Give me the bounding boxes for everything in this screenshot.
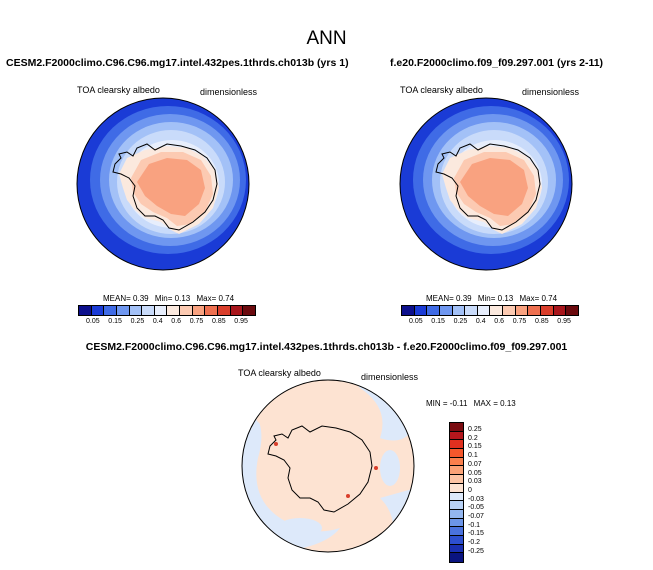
colorbar-swatch (450, 501, 463, 510)
colorbar-tick-label: 0.85 (535, 318, 549, 325)
colorbar-tick-label: 0.05 (409, 318, 423, 325)
colorbar-swatch (402, 306, 415, 315)
colorbar-tick-label: 0.2 (468, 434, 478, 442)
colorbar-tick-label: 0.07 (468, 460, 482, 468)
colorbar-swatch (515, 306, 529, 315)
panel-1-stats: MEAN= 0.39 Min= 0.13 Max= 0.74 (103, 294, 235, 303)
colorbar-swatch (205, 306, 219, 315)
colorbar-swatch (465, 306, 478, 315)
colorbar-swatch (450, 440, 463, 450)
colorbar-swatch (79, 306, 92, 315)
colorbar-swatch (477, 306, 491, 315)
panel-2-polar-map (399, 97, 573, 271)
colorbar-tick-label: 0.6 (171, 318, 182, 325)
colorbar-swatch (167, 306, 181, 315)
panel-2-colorbar (401, 305, 579, 316)
colorbar-swatch (414, 306, 428, 315)
colorbar-tick-label: -0.07 (468, 513, 484, 521)
colorbar-swatch (450, 535, 463, 545)
colorbar-swatch (490, 306, 504, 315)
colorbar-tick-label: 0.25 (453, 318, 468, 325)
colorbar-tick-label: 0.1 (468, 452, 478, 460)
colorbar-swatch (450, 492, 463, 502)
panel-1-colorbar (78, 305, 256, 316)
colorbar-swatch (503, 306, 516, 315)
diff-case-title: CESM2.F2000climo.C96.C96.mg17.intel.432p… (85, 341, 568, 353)
colorbar-swatch (104, 306, 117, 315)
colorbar-tick-label: 0.95 (234, 318, 248, 325)
panel-2-variable-label: TOA clearsky albedo (400, 85, 483, 95)
colorbar-tick-label: -0.1 (468, 521, 481, 529)
diff-stats: MIN = -0.11 MAX = 0.13 (426, 399, 516, 408)
colorbar-swatch (450, 553, 463, 562)
colorbar-swatch (450, 544, 463, 554)
diff-variable-label: TOA clearsky albedo (238, 368, 321, 378)
colorbar-swatch (154, 306, 168, 315)
colorbar-tick-label: 0.05 (86, 318, 100, 325)
panel-2-units-label: dimensionless (522, 87, 580, 97)
panel-2-case-title: f.e20.F2000climo.f09_f09.297.001 (yrs 2-… (390, 57, 604, 69)
colorbar-swatch (192, 306, 206, 315)
panel-2-stats: MEAN= 0.39 Min= 0.13 Max= 0.74 (426, 294, 558, 303)
diff-colorbar-ticks: 0.25 0.2 0.15 0.1 0.07 0.05 0.03 0 -0.03 -0.05 -0.… (468, 426, 484, 557)
colorbar-tick-label: 0.75 (189, 318, 204, 325)
colorbar-swatch (553, 306, 567, 315)
colorbar-swatch (218, 306, 231, 315)
colorbar-tick-label: 0 (468, 486, 472, 494)
panel-2-colorbar-ticks: 0.05 0.15 0.25 0.4 0.6 0.75 0.85 0.95 (409, 318, 571, 325)
colorbar-swatch (450, 527, 463, 536)
colorbar-tick-label: 0.4 (475, 318, 486, 325)
diff-polar-map (241, 379, 415, 553)
colorbar-tick-label: -0.03 (468, 495, 484, 503)
colorbar-tick-label: 0.6 (494, 318, 505, 325)
colorbar-tick-label: 0.95 (557, 318, 571, 325)
colorbar-swatch (450, 518, 463, 528)
colorbar-tick-label: 0.25 (130, 318, 145, 325)
colorbar-swatch (427, 306, 440, 315)
colorbar-tick-label: -0.15 (468, 530, 484, 538)
colorbar-swatch (450, 449, 463, 458)
colorbar-tick-label: 0.15 (468, 443, 482, 451)
colorbar-swatch (452, 306, 466, 315)
panel-1-colorbar-ticks: 0.05 0.15 0.25 0.4 0.6 0.75 0.85 0.95 (86, 318, 248, 325)
colorbar-tick-label: -0.25 (468, 547, 484, 555)
colorbar-swatch (450, 423, 463, 432)
colorbar-tick-label: 0.15 (431, 318, 445, 325)
colorbar-swatch (129, 306, 143, 315)
figure-title: ANN (306, 28, 347, 49)
colorbar-swatch (230, 306, 244, 315)
colorbar-swatch (566, 306, 578, 315)
colorbar-tick-label: 0.4 (152, 318, 163, 325)
colorbar-tick-label: 0.03 (468, 478, 482, 486)
panel-1-case-title: CESM2.F2000climo.C96.C96.mg17.intel.432p… (6, 57, 349, 69)
colorbar-swatch (528, 306, 542, 315)
colorbar-swatch (243, 306, 255, 315)
colorbar-swatch (450, 457, 463, 467)
colorbar-swatch (180, 306, 193, 315)
colorbar-swatch (91, 306, 105, 315)
diff-colorbar (449, 422, 464, 563)
colorbar-swatch (450, 483, 463, 493)
panel-1-variable-label: TOA clearsky albedo (77, 85, 160, 95)
colorbar-tick-label: -0.2 (468, 539, 481, 547)
colorbar-swatch (450, 475, 463, 484)
colorbar-swatch (450, 431, 463, 441)
panel-1-units-label: dimensionless (200, 87, 258, 97)
colorbar-tick-label: 0.15 (108, 318, 122, 325)
colorbar-swatch (541, 306, 554, 315)
colorbar-swatch (142, 306, 155, 315)
colorbar-tick-label: -0.05 (468, 504, 484, 512)
colorbar-swatch (116, 306, 130, 315)
colorbar-tick-label: 0.25 (468, 426, 482, 433)
colorbar-swatch (450, 509, 463, 519)
diff-units-label: dimensionless (361, 372, 419, 382)
colorbar-tick-label: 0.85 (212, 318, 226, 325)
panel-1-polar-map (76, 97, 250, 271)
colorbar-swatch (450, 466, 463, 476)
colorbar-tick-label: 0.05 (468, 469, 482, 477)
colorbar-tick-label: 0.75 (512, 318, 527, 325)
colorbar-swatch (439, 306, 453, 315)
